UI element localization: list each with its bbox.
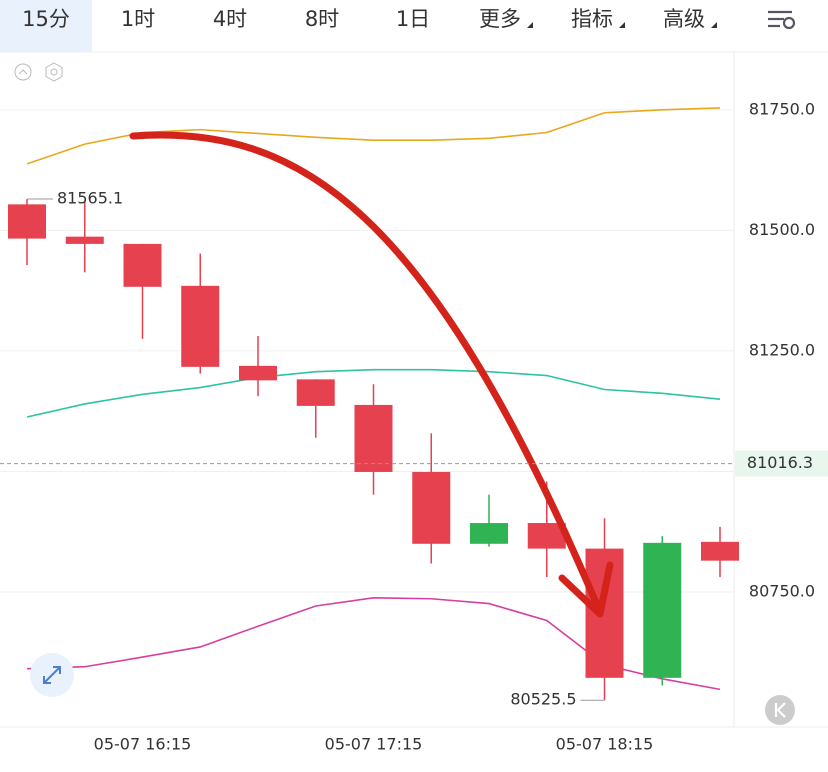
- current-price-box: [735, 450, 828, 477]
- tab[interactable]: 15分: [22, 7, 70, 31]
- candle-body: [412, 471, 451, 544]
- tab[interactable]: 更多: [479, 7, 521, 31]
- dropdown-caret: [619, 22, 625, 28]
- max-label: 81565.1: [57, 189, 123, 208]
- y-tick-label: 81500.0: [749, 220, 815, 239]
- x-tick-label: 05-07 16:15: [94, 735, 192, 754]
- candle-body: [123, 243, 162, 287]
- candle-body: [296, 379, 335, 406]
- y-tick-label: 80750.0: [749, 582, 815, 601]
- x-tick-label: 05-07 17:15: [325, 735, 423, 754]
- y-tick-label: 81750.0: [749, 99, 815, 118]
- dropdown-caret: [711, 22, 717, 28]
- annotation-arrowhead: [558, 561, 614, 618]
- annotation-arrow: [129, 131, 604, 616]
- collapse-icon-glyph: [18, 69, 28, 75]
- min-label: 80525.5: [510, 690, 576, 709]
- y-tick-label: 81250.0: [749, 340, 815, 359]
- plot: 81565.1 80525.5: [0, 107, 739, 709]
- tab[interactable]: 1日: [396, 7, 430, 31]
- candle-body: [181, 285, 220, 367]
- tab[interactable]: 指标: [571, 7, 613, 31]
- candle-body: [701, 541, 739, 561]
- candle-body: [643, 542, 682, 678]
- candle-body: [470, 523, 508, 544]
- candle-body: [585, 548, 624, 678]
- dropdown-caret: [527, 22, 533, 28]
- settings-hex-icon[interactable]: [45, 62, 63, 82]
- tab[interactable]: 4时: [213, 7, 247, 31]
- candle-body: [354, 404, 393, 472]
- tab-selected-bg: [0, 0, 92, 52]
- band-line: [26, 368, 721, 418]
- collapse-icon[interactable]: [14, 63, 32, 81]
- tab[interactable]: 8时: [305, 7, 339, 31]
- reset-glyph: [774, 702, 786, 718]
- reset-button[interactable]: [765, 695, 795, 725]
- tab[interactable]: 1时: [121, 7, 155, 31]
- expand-glyph: [43, 666, 61, 684]
- current-price-label: 81016.3: [747, 453, 813, 472]
- candle-body: [239, 365, 277, 381]
- x-tick-label: 05-07 18:15: [556, 735, 654, 754]
- tab[interactable]: 高级: [663, 7, 705, 31]
- settings-icon[interactable]: [768, 10, 796, 30]
- candle-body: [65, 236, 104, 244]
- candle-body: [8, 204, 46, 239]
- settings-hex-dot: [50, 68, 58, 76]
